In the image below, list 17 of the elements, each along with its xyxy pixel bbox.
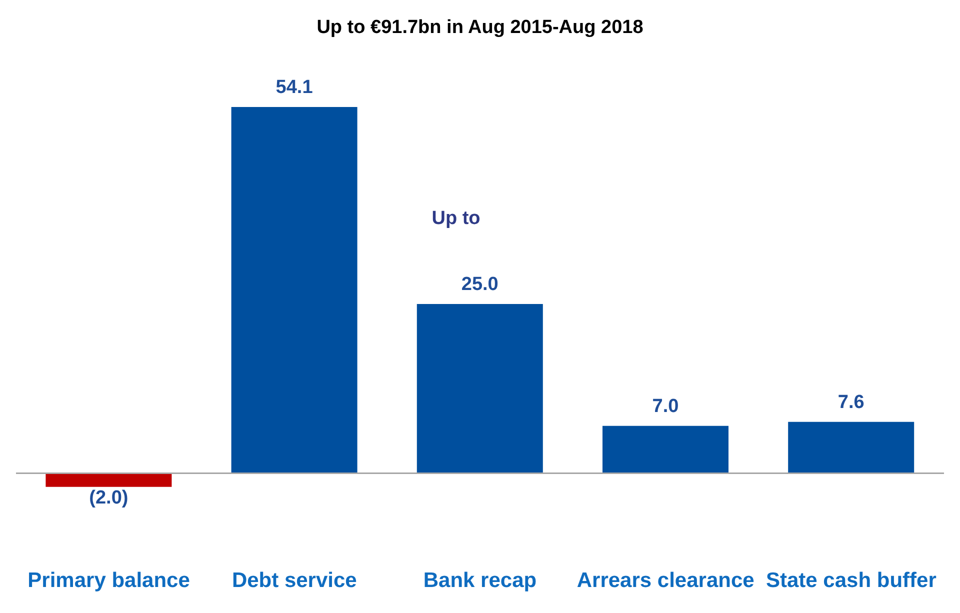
x-tick-label: Debt service xyxy=(232,569,357,592)
data-label: 25.0 xyxy=(461,274,498,296)
chart-title: Up to €91.7bn in Aug 2015-Aug 2018 xyxy=(316,16,644,40)
x-tick-label: Bank recap xyxy=(423,569,537,592)
bar xyxy=(416,304,543,474)
x-tick-label: State cash buffer xyxy=(766,569,936,592)
x-tick-label: Arrears clearance xyxy=(576,569,754,592)
bar xyxy=(231,106,358,474)
data-label: 7.6 xyxy=(838,392,864,413)
annotation: Up to xyxy=(432,208,480,229)
data-label: 54.1 xyxy=(276,76,314,98)
bar xyxy=(788,422,914,474)
bar xyxy=(602,426,728,474)
data-label: 7.0 xyxy=(652,396,679,417)
x-tick-label: Primary balance xyxy=(28,569,190,592)
bar xyxy=(46,473,172,487)
data-label: (2.0) xyxy=(89,487,128,508)
